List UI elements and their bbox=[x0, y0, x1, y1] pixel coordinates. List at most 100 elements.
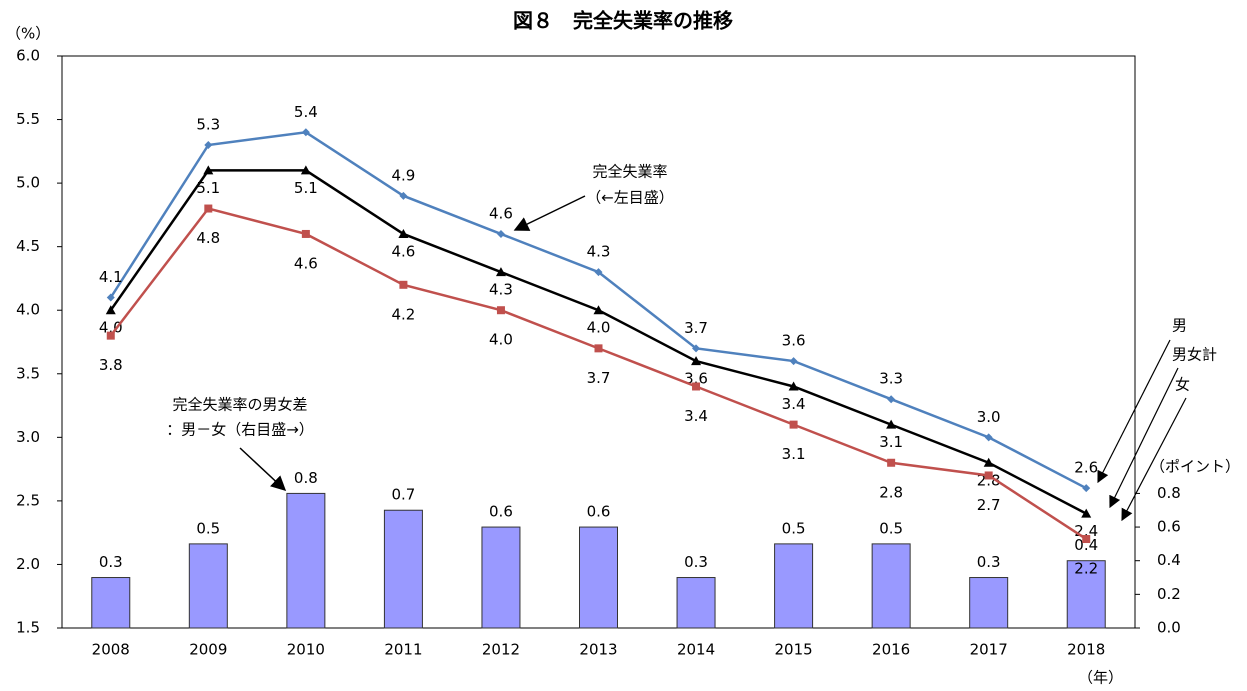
bar bbox=[579, 526, 618, 629]
arrow bbox=[1097, 339, 1171, 484]
data-label: 2.2 bbox=[1074, 560, 1098, 578]
bar bbox=[1066, 560, 1106, 629]
bar bbox=[91, 577, 131, 629]
point bbox=[594, 268, 603, 277]
point bbox=[887, 395, 896, 404]
data-label: 0.5 bbox=[879, 519, 903, 537]
x-tick-label: 2017 bbox=[970, 641, 1008, 659]
legend-label: 男女計 bbox=[1172, 346, 1217, 364]
y-tick-label: 3.0 bbox=[16, 428, 40, 446]
point bbox=[691, 356, 702, 366]
data-label: 4.3 bbox=[587, 243, 611, 261]
point bbox=[106, 331, 115, 340]
point bbox=[1082, 484, 1091, 493]
bar bbox=[383, 509, 423, 629]
y-tick-label: 2.0 bbox=[16, 555, 40, 573]
x-tick-label: 2008 bbox=[92, 641, 130, 659]
arrow bbox=[239, 447, 287, 492]
point bbox=[105, 305, 116, 315]
y2-tick-label: 0.0 bbox=[1157, 619, 1181, 637]
bar bbox=[774, 543, 814, 629]
data-label: 4.6 bbox=[391, 242, 415, 260]
point bbox=[106, 293, 115, 302]
legend-label: 男 bbox=[1172, 317, 1187, 335]
y-tick-label: 3.5 bbox=[16, 364, 40, 382]
x-tick-label: 2018 bbox=[1067, 641, 1105, 659]
point bbox=[495, 267, 506, 277]
y-tick-label: 6.0 bbox=[16, 47, 40, 65]
x-tick-label: 2014 bbox=[677, 641, 715, 659]
arrow bbox=[1109, 367, 1179, 509]
y-tick-label: 1.5 bbox=[16, 619, 40, 637]
data-label: 0.3 bbox=[99, 553, 123, 571]
bar bbox=[286, 492, 326, 629]
bar bbox=[871, 543, 911, 629]
data-label: 3.7 bbox=[684, 319, 708, 337]
point bbox=[204, 140, 213, 149]
data-label: 2.8 bbox=[879, 483, 903, 501]
point bbox=[496, 306, 505, 315]
data-label: 2.6 bbox=[1074, 459, 1098, 477]
data-label: 0.4 bbox=[1074, 536, 1098, 554]
point bbox=[593, 305, 604, 315]
data-label: 4.0 bbox=[99, 319, 123, 337]
point bbox=[398, 228, 409, 238]
data-label: 5.4 bbox=[294, 103, 318, 121]
y-tick-label: 5.5 bbox=[16, 110, 40, 128]
point bbox=[887, 458, 896, 467]
data-label: 4.9 bbox=[391, 166, 415, 184]
annotation: 完全失業率 bbox=[592, 163, 667, 181]
point bbox=[204, 204, 213, 213]
bar bbox=[188, 543, 228, 629]
data-label: 3.0 bbox=[977, 408, 1001, 426]
point bbox=[496, 229, 505, 238]
legend-label: 女 bbox=[1175, 376, 1190, 394]
point bbox=[301, 128, 310, 137]
chart-title: 図８ 完全失業率の推移 bbox=[513, 9, 733, 33]
annotation: 完全失業率の男女差 bbox=[172, 396, 307, 414]
data-label: 4.3 bbox=[489, 281, 513, 299]
data-label: 0.3 bbox=[977, 553, 1001, 571]
data-label: 2.7 bbox=[977, 496, 1001, 514]
annotation: （←左目盛） bbox=[586, 189, 674, 207]
bar bbox=[481, 526, 521, 629]
point bbox=[983, 457, 994, 467]
arrow bbox=[513, 195, 586, 231]
data-label: 0.6 bbox=[489, 503, 513, 521]
bar bbox=[676, 577, 716, 629]
data-label: 3.1 bbox=[782, 445, 806, 463]
y-tick-label: 4.5 bbox=[16, 237, 40, 255]
data-label: 3.4 bbox=[684, 407, 708, 425]
point bbox=[692, 344, 701, 353]
point bbox=[788, 381, 799, 391]
data-label: 4.6 bbox=[489, 204, 513, 222]
point bbox=[399, 280, 408, 289]
data-label: 3.7 bbox=[587, 369, 611, 387]
point bbox=[301, 229, 310, 238]
data-label: 5.3 bbox=[196, 115, 220, 133]
y2-tick-label: 0.6 bbox=[1157, 518, 1181, 536]
point bbox=[1081, 508, 1092, 518]
y-tick-label: 4.0 bbox=[16, 301, 40, 319]
data-label: 4.1 bbox=[99, 268, 123, 286]
bar bbox=[969, 577, 1009, 629]
arrow bbox=[1121, 397, 1187, 522]
point bbox=[984, 471, 993, 480]
data-label: 4.0 bbox=[489, 331, 513, 349]
data-label: 0.8 bbox=[294, 469, 318, 487]
x-tick-label: 2009 bbox=[189, 641, 227, 659]
x-tick-label: 2012 bbox=[482, 641, 520, 659]
point bbox=[1082, 535, 1091, 544]
point bbox=[300, 165, 311, 175]
point bbox=[692, 382, 701, 391]
y2-tick-label: 0.8 bbox=[1157, 484, 1181, 502]
point bbox=[984, 433, 993, 442]
x-tick-label: 2015 bbox=[774, 641, 812, 659]
data-label: 3.8 bbox=[99, 356, 123, 374]
point bbox=[594, 344, 603, 353]
x-tick-label: 2013 bbox=[579, 641, 617, 659]
x-tick-label: 2016 bbox=[872, 641, 910, 659]
point bbox=[789, 420, 798, 429]
y-tick-label: 2.5 bbox=[16, 491, 40, 509]
